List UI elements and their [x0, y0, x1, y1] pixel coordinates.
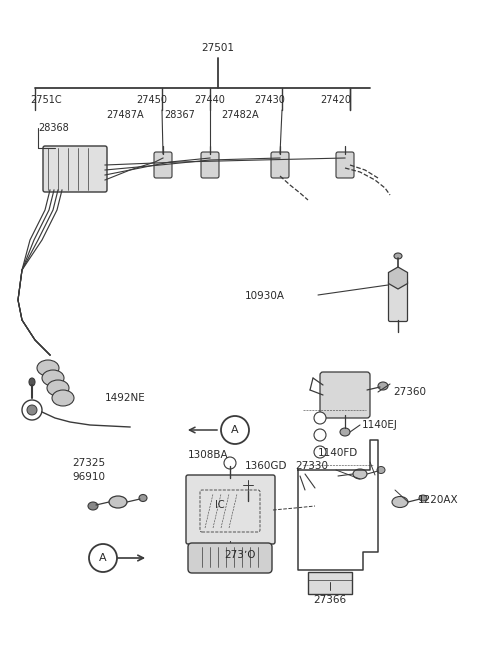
FancyBboxPatch shape [336, 152, 354, 178]
Circle shape [314, 446, 326, 458]
Text: 1492NE: 1492NE [105, 393, 146, 403]
Text: 27420: 27420 [321, 95, 351, 105]
Text: 27440: 27440 [194, 95, 226, 105]
Ellipse shape [419, 495, 427, 501]
Text: 27325: 27325 [72, 458, 105, 468]
Text: 27487A: 27487A [106, 110, 144, 120]
Circle shape [89, 544, 117, 572]
Circle shape [224, 457, 236, 469]
Ellipse shape [42, 370, 64, 386]
Text: 1140EJ: 1140EJ [362, 420, 398, 430]
FancyBboxPatch shape [154, 152, 172, 178]
FancyBboxPatch shape [320, 372, 370, 418]
FancyBboxPatch shape [186, 475, 275, 544]
Text: A: A [99, 553, 107, 563]
Ellipse shape [29, 378, 35, 386]
Circle shape [221, 416, 249, 444]
Text: 1220AX: 1220AX [418, 495, 458, 505]
FancyBboxPatch shape [388, 281, 408, 321]
Text: 27430: 27430 [254, 95, 286, 105]
FancyBboxPatch shape [271, 152, 289, 178]
Ellipse shape [392, 497, 408, 507]
Text: 27360: 27360 [393, 387, 426, 397]
Circle shape [22, 400, 42, 420]
Circle shape [314, 429, 326, 441]
Text: 10930A: 10930A [245, 291, 285, 301]
FancyBboxPatch shape [201, 152, 219, 178]
Text: 27330: 27330 [295, 461, 328, 471]
Text: 27501: 27501 [202, 43, 235, 53]
Text: A: A [231, 425, 239, 435]
Text: 27366: 27366 [313, 595, 347, 605]
Text: 28368: 28368 [38, 123, 69, 133]
Ellipse shape [109, 496, 127, 508]
Text: 2751C: 2751C [30, 95, 61, 105]
Text: 27450: 27450 [136, 95, 168, 105]
Text: 28367: 28367 [165, 110, 195, 120]
Text: 1308BA: 1308BA [188, 450, 228, 460]
Ellipse shape [394, 253, 402, 259]
Ellipse shape [353, 469, 367, 479]
Text: 1140FD: 1140FD [318, 448, 358, 458]
Ellipse shape [340, 428, 350, 436]
Circle shape [314, 412, 326, 424]
Text: 96910: 96910 [72, 472, 105, 482]
Text: 1360GD: 1360GD [245, 461, 288, 471]
Ellipse shape [377, 466, 385, 474]
Ellipse shape [37, 360, 59, 376]
Ellipse shape [139, 495, 147, 501]
Circle shape [27, 405, 37, 415]
Ellipse shape [47, 380, 69, 396]
Ellipse shape [242, 479, 254, 491]
FancyBboxPatch shape [188, 543, 272, 573]
Text: 273ʼO: 273ʼO [224, 550, 256, 560]
Ellipse shape [378, 382, 388, 390]
FancyBboxPatch shape [308, 572, 352, 594]
Ellipse shape [88, 502, 98, 510]
FancyBboxPatch shape [43, 146, 107, 192]
Text: IC: IC [215, 500, 225, 510]
Ellipse shape [52, 390, 74, 406]
Text: 27482A: 27482A [221, 110, 259, 120]
